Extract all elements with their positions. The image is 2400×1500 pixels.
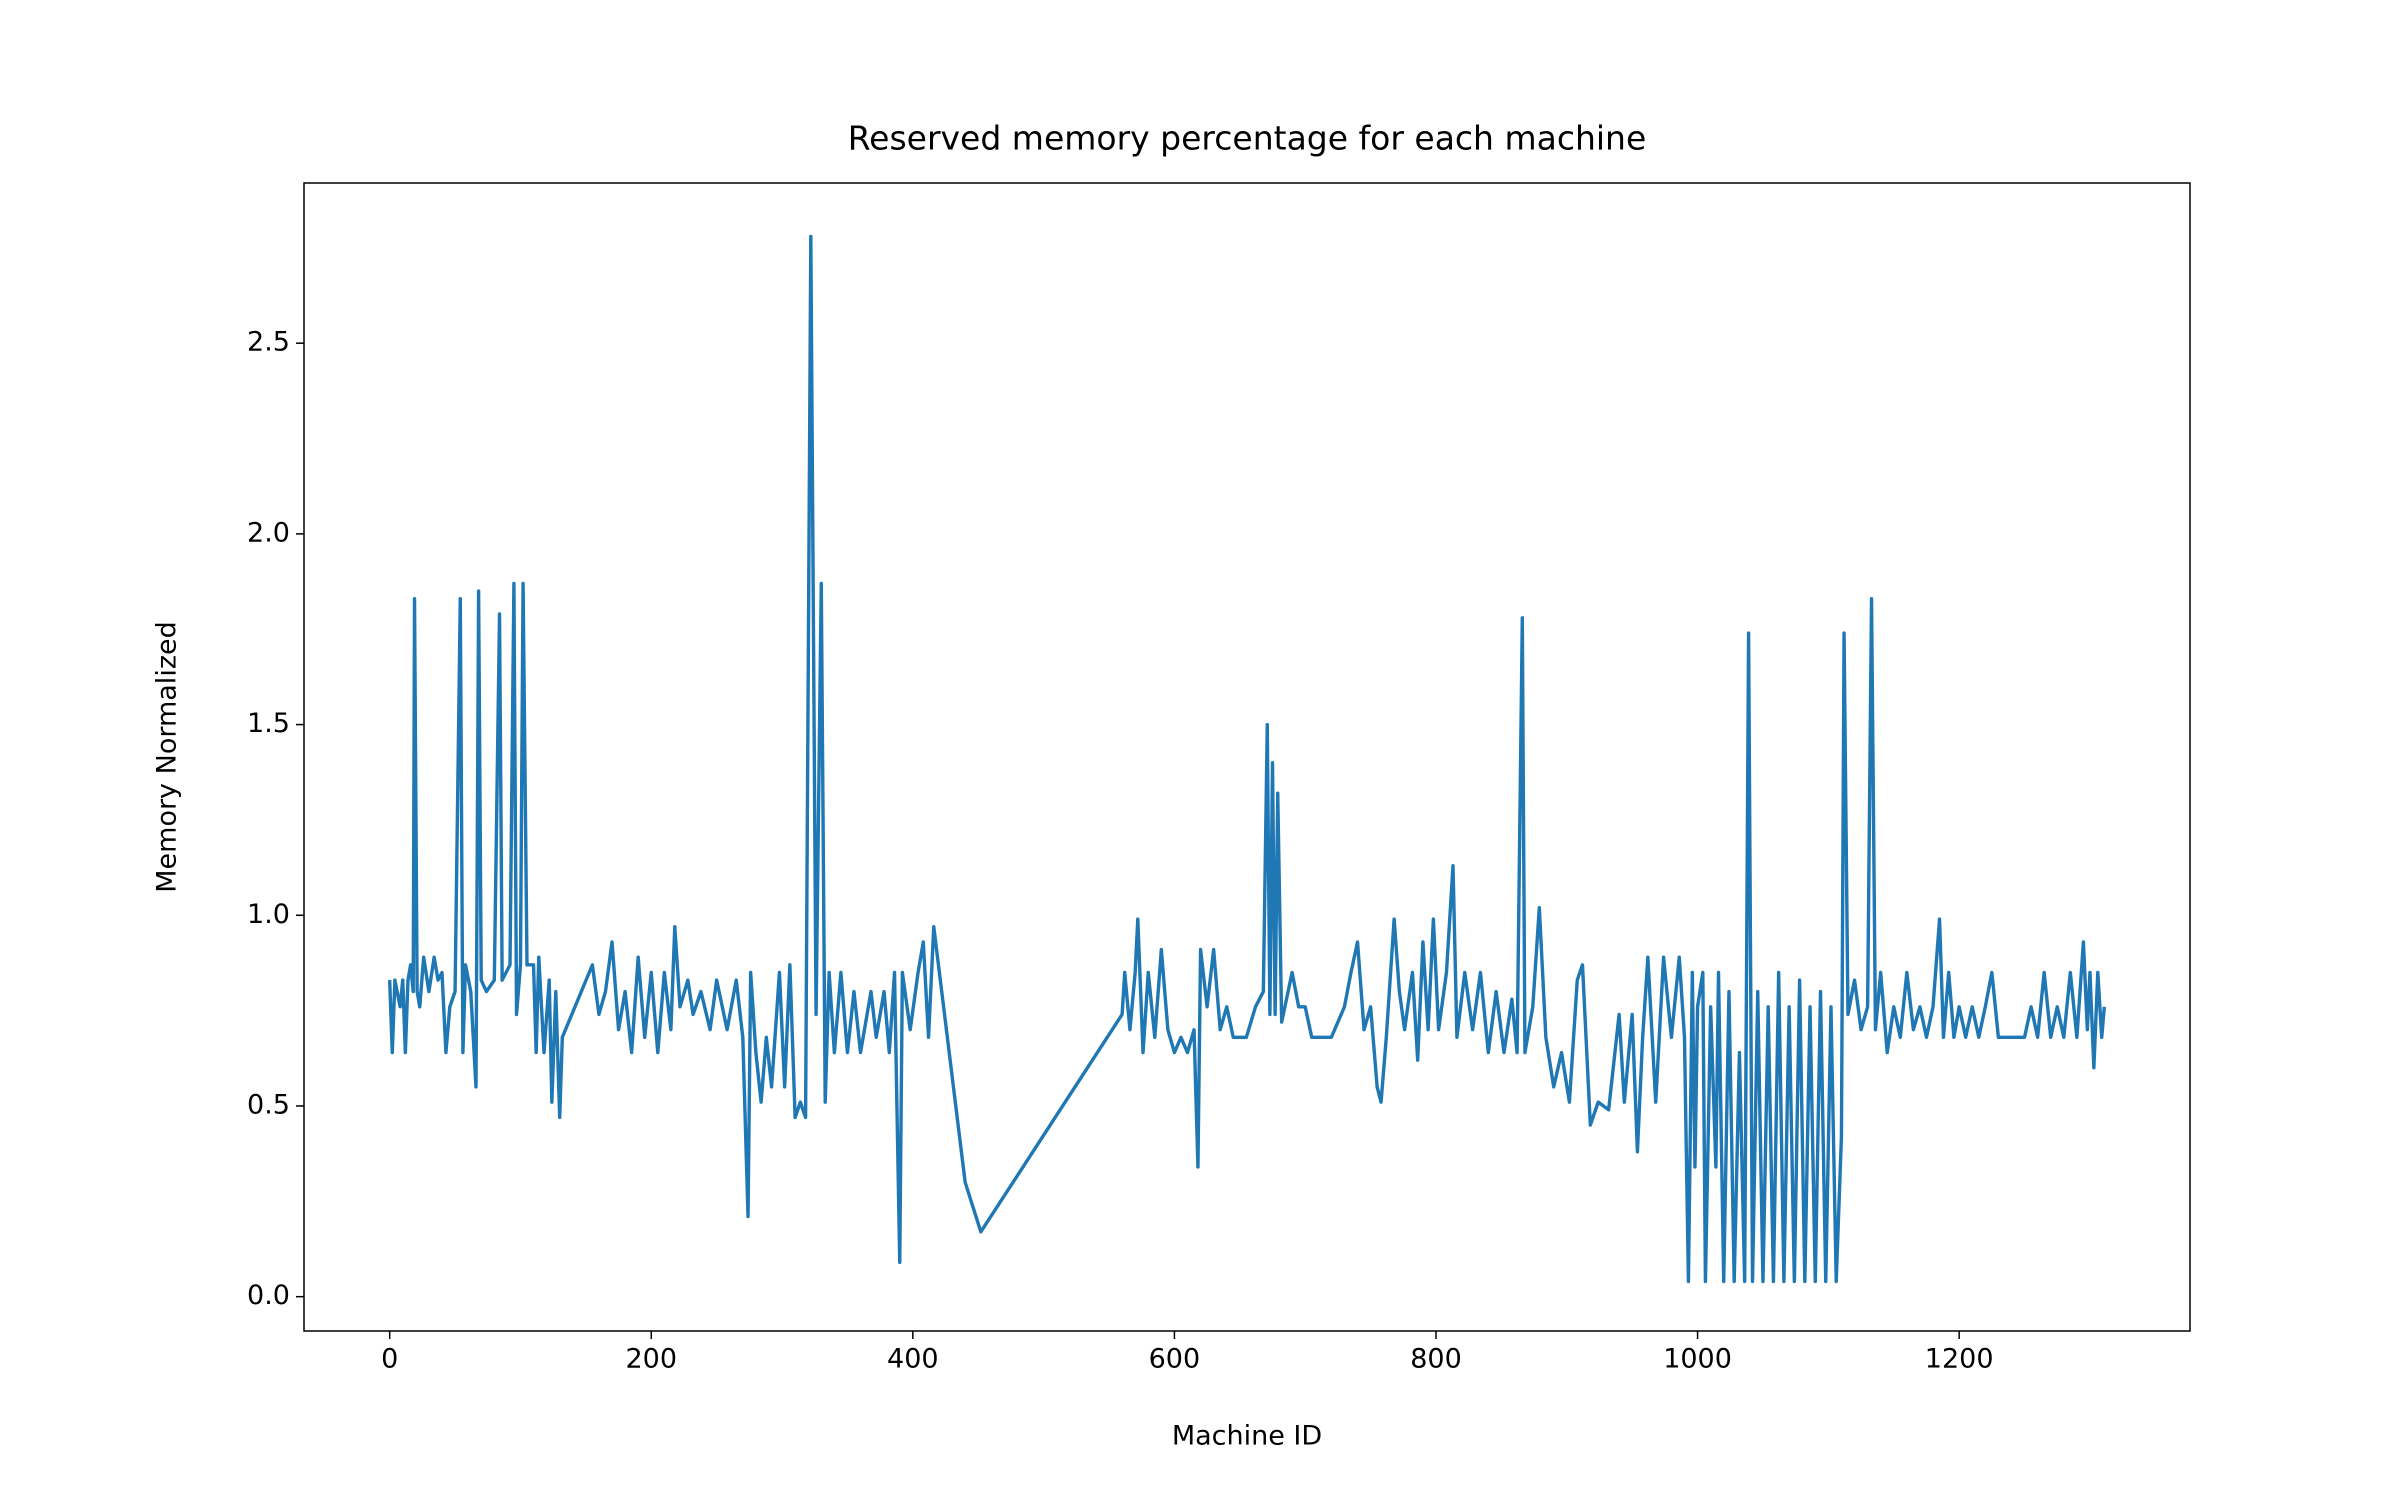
x-tick-label: 0	[381, 1344, 398, 1375]
y-tick-label: 2.0	[247, 517, 290, 548]
x-tick-label: 1000	[1663, 1344, 1732, 1375]
x-tick-label: 200	[625, 1344, 677, 1375]
chart-title: Reserved memory percentage for each mach…	[848, 119, 1647, 158]
y-tick-label: 0.0	[247, 1280, 290, 1311]
x-tick-label: 800	[1410, 1344, 1462, 1375]
y-tick-label: 0.5	[247, 1089, 290, 1120]
x-tick-label: 400	[887, 1344, 939, 1375]
y-tick-label: 1.5	[247, 708, 290, 739]
x-axis-label: Machine ID	[1172, 1421, 1322, 1452]
x-tick-label: 1200	[1925, 1344, 1994, 1375]
x-tick-label: 600	[1149, 1344, 1201, 1375]
y-tick-label: 2.5	[247, 327, 290, 358]
data-line	[387, 234, 2107, 1284]
plot-frame	[303, 182, 2191, 1332]
y-tick-label: 1.0	[247, 899, 290, 930]
y-axis-label: Memory Normalized	[152, 621, 183, 893]
